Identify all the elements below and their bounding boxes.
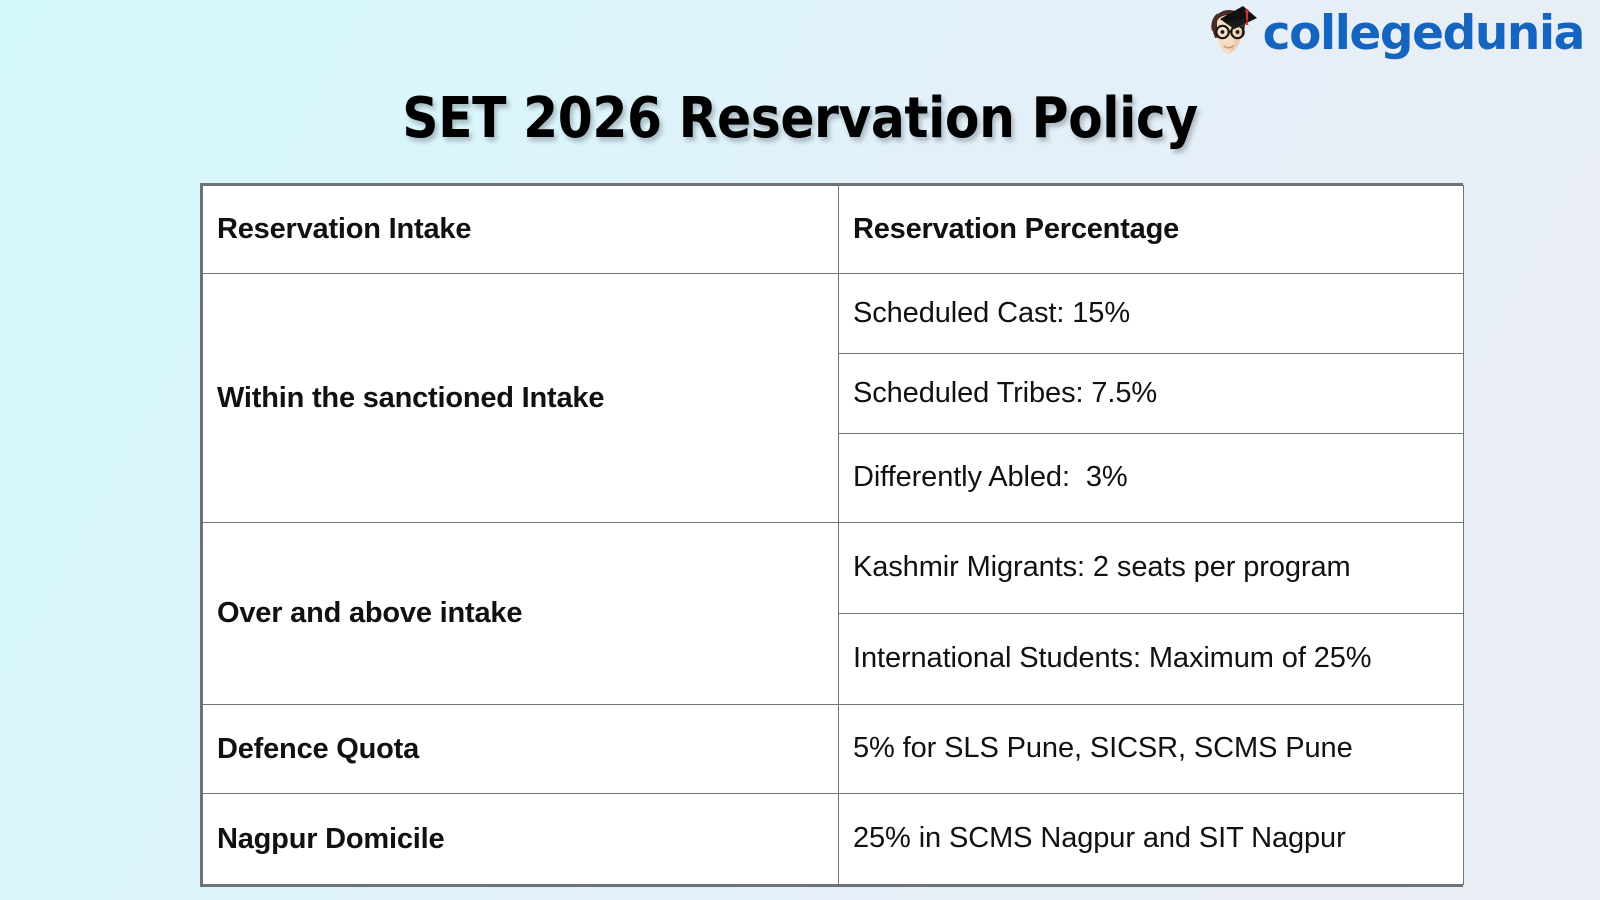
table-row: Differently Abled: 3% [203, 433, 1464, 523]
row-label-over-and-above-intake: Over and above intake [202, 522, 839, 705]
table-row: Within the sanctioned Intake Scheduled C… [202, 273, 1464, 523]
row-label-within-sanctioned-intake: Within the sanctioned Intake [202, 273, 839, 523]
row-label-defence-quota: Defence Quota [202, 704, 839, 794]
row-value-defence-quota: 5% for SLS Pune, SICSR, SCMS Pune [838, 704, 1464, 794]
row-value-scheduled-cast: Scheduled Cast: 15% [838, 273, 1464, 354]
row-value-kashmir-migrants: Kashmir Migrants: 2 seats per program [838, 522, 1464, 614]
row-value-international-students: International Students: Maximum of 25% [838, 613, 1464, 705]
table-header-row: Reservation Intake Reservation Percentag… [202, 185, 1464, 274]
table-row: Nagpur Domicile 25% in SCMS Nagpur and S… [202, 793, 1464, 885]
column-header-intake: Reservation Intake [202, 185, 839, 274]
column-header-percentage: Reservation Percentage [838, 185, 1464, 274]
page-title: SET 2026 Reservation Policy [402, 86, 1198, 151]
reservation-policy-table-wrapper: Reservation Intake Reservation Percentag… [200, 183, 1464, 887]
table-row: Over and above intake Kashmir Migrants: … [202, 522, 1464, 705]
table-row: Defence Quota 5% for SLS Pune, SICSR, SC… [202, 704, 1464, 794]
row-value-nagpur-domicile: 25% in SCMS Nagpur and SIT Nagpur [838, 793, 1464, 885]
graduate-face-logo-icon [1211, 6, 1257, 54]
brand-wordmark: collegedunia [1262, 5, 1586, 61]
reservation-policy-table: Reservation Intake Reservation Percentag… [202, 185, 1464, 885]
row-label-nagpur-domicile: Nagpur Domicile [202, 793, 839, 885]
table-row: Scheduled Tribes: 7.5% [203, 353, 1464, 434]
table-row: International Students: Maximum of 25% [203, 613, 1464, 705]
row-value-differently-abled: Differently Abled: 3% [838, 433, 1464, 523]
collegedunia-logo[interactable]: collegedunia [1197, 2, 1586, 64]
row-value-scheduled-tribes: Scheduled Tribes: 7.5% [838, 353, 1464, 434]
